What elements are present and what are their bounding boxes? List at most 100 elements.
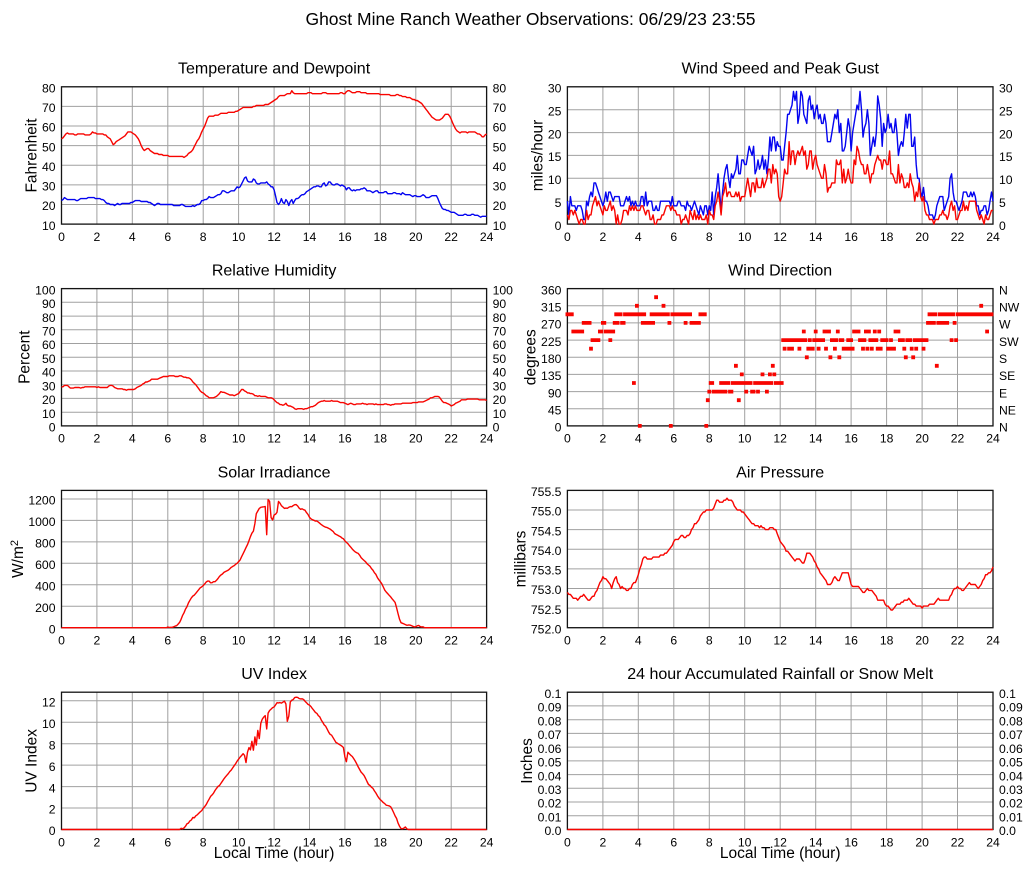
svg-text:W: W <box>999 318 1011 332</box>
svg-text:600: 600 <box>35 558 56 572</box>
svg-text:Air Pressure: Air Pressure <box>736 464 824 481</box>
svg-text:UV Index: UV Index <box>241 666 307 683</box>
svg-text:20: 20 <box>915 432 929 446</box>
svg-text:225: 225 <box>541 335 562 349</box>
svg-text:10: 10 <box>548 173 562 187</box>
svg-text:800: 800 <box>35 537 56 551</box>
svg-text:8: 8 <box>706 634 713 648</box>
svg-text:752.0: 752.0 <box>531 622 562 636</box>
svg-text:755.0: 755.0 <box>531 505 562 519</box>
svg-text:12: 12 <box>267 230 281 244</box>
svg-text:20: 20 <box>409 230 423 244</box>
svg-text:30: 30 <box>999 82 1013 96</box>
svg-text:50: 50 <box>493 352 507 366</box>
svg-text:10: 10 <box>738 230 752 244</box>
svg-text:12: 12 <box>267 634 281 648</box>
svg-text:0: 0 <box>58 634 65 648</box>
svg-text:20: 20 <box>493 393 507 407</box>
svg-text:90: 90 <box>493 297 507 311</box>
svg-text:12: 12 <box>773 835 787 849</box>
svg-text:22: 22 <box>951 835 965 849</box>
svg-text:22: 22 <box>951 634 965 648</box>
svg-text:755.5: 755.5 <box>531 485 562 499</box>
svg-text:8: 8 <box>200 634 207 648</box>
svg-text:22: 22 <box>951 432 965 446</box>
svg-text:24: 24 <box>480 835 494 849</box>
svg-text:40: 40 <box>42 366 56 380</box>
svg-text:E: E <box>999 386 1007 400</box>
svg-text:0: 0 <box>49 421 56 435</box>
svg-text:0.04: 0.04 <box>538 769 562 783</box>
svg-text:24: 24 <box>480 432 494 446</box>
svg-text:30: 30 <box>493 379 507 393</box>
svg-text:5: 5 <box>999 196 1006 210</box>
svg-text:0: 0 <box>999 219 1006 233</box>
svg-text:4: 4 <box>129 230 136 244</box>
svg-text:40: 40 <box>493 366 507 380</box>
svg-text:24: 24 <box>986 230 1000 244</box>
svg-text:70: 70 <box>42 325 56 339</box>
svg-text:50: 50 <box>493 140 507 154</box>
svg-text:Temperature and Dewpoint: Temperature and Dewpoint <box>178 61 371 78</box>
svg-text:22: 22 <box>444 432 458 446</box>
svg-text:60: 60 <box>493 338 507 352</box>
svg-text:0.0: 0.0 <box>544 824 561 838</box>
svg-text:16: 16 <box>844 230 858 244</box>
svg-text:10: 10 <box>42 219 56 233</box>
svg-text:0: 0 <box>49 622 56 636</box>
svg-text:22: 22 <box>951 230 965 244</box>
svg-text:10: 10 <box>738 634 752 648</box>
svg-text:45: 45 <box>548 403 562 417</box>
svg-text:degrees: degrees <box>523 329 540 385</box>
svg-text:20: 20 <box>915 835 929 849</box>
svg-text:60: 60 <box>493 121 507 135</box>
svg-text:752.5: 752.5 <box>531 603 562 617</box>
svg-text:4: 4 <box>635 432 642 446</box>
svg-text:2: 2 <box>94 634 101 648</box>
svg-text:80: 80 <box>42 82 56 96</box>
svg-text:0: 0 <box>58 835 65 849</box>
svg-text:14: 14 <box>809 634 823 648</box>
svg-text:200: 200 <box>35 601 56 615</box>
svg-text:12: 12 <box>267 432 281 446</box>
svg-text:6: 6 <box>164 432 171 446</box>
svg-text:18: 18 <box>880 835 894 849</box>
svg-text:millibars: millibars <box>512 530 529 587</box>
svg-text:24: 24 <box>480 634 494 648</box>
svg-text:N: N <box>999 283 1008 297</box>
svg-text:6: 6 <box>164 230 171 244</box>
svg-text:0: 0 <box>58 230 65 244</box>
svg-text:6: 6 <box>670 835 677 849</box>
svg-text:0.02: 0.02 <box>538 797 562 811</box>
svg-text:40: 40 <box>42 160 56 174</box>
svg-text:40: 40 <box>493 160 507 174</box>
svg-text:4: 4 <box>129 634 136 648</box>
svg-text:Wind Direction: Wind Direction <box>728 263 832 280</box>
svg-text:2: 2 <box>94 835 101 849</box>
svg-text:5: 5 <box>555 196 562 210</box>
svg-text:0.09: 0.09 <box>999 701 1023 715</box>
svg-text:25: 25 <box>999 104 1013 118</box>
svg-text:4: 4 <box>129 432 136 446</box>
svg-text:14: 14 <box>809 230 823 244</box>
svg-text:180: 180 <box>541 352 562 366</box>
svg-text:15: 15 <box>999 150 1013 164</box>
svg-text:8: 8 <box>706 230 713 244</box>
svg-text:14: 14 <box>303 432 317 446</box>
svg-text:0: 0 <box>58 432 65 446</box>
svg-text:UV Index: UV Index <box>23 729 40 793</box>
svg-text:24: 24 <box>480 230 494 244</box>
svg-text:14: 14 <box>809 835 823 849</box>
svg-text:25: 25 <box>548 104 562 118</box>
svg-text:10: 10 <box>42 407 56 421</box>
svg-text:0.07: 0.07 <box>538 728 562 742</box>
svg-text:16: 16 <box>844 835 858 849</box>
svg-text:4: 4 <box>635 835 642 849</box>
svg-text:12: 12 <box>773 230 787 244</box>
svg-text:753.5: 753.5 <box>531 564 562 578</box>
svg-text:1000: 1000 <box>28 515 55 529</box>
svg-text:10: 10 <box>999 173 1013 187</box>
svg-text:10: 10 <box>232 230 246 244</box>
svg-text:10: 10 <box>42 717 56 731</box>
svg-text:0.09: 0.09 <box>538 701 562 715</box>
